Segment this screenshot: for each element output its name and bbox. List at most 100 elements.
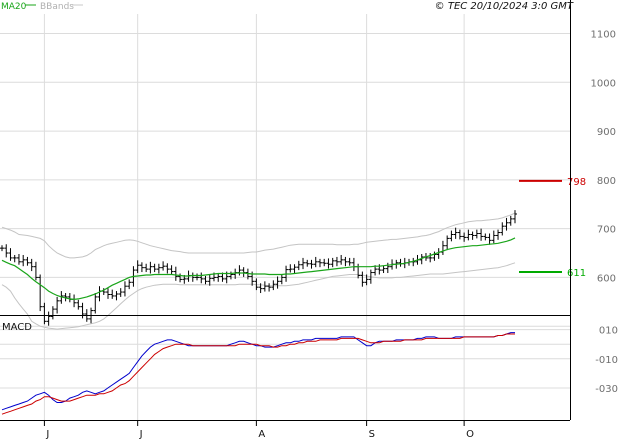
- ohlc-bar: [12, 254, 17, 263]
- ohlc-bar: [275, 276, 280, 289]
- month-label: O: [466, 429, 474, 440]
- price-tick-label: 700: [597, 225, 616, 236]
- ohlc-bar: [228, 271, 233, 280]
- ohlc-bar: [449, 230, 454, 242]
- ohlc-bar: [16, 254, 21, 265]
- ohlc-bar: [50, 306, 55, 320]
- ohlc-bar: [216, 273, 221, 282]
- ohlc-bar: [508, 215, 513, 226]
- ohlc-bar: [343, 256, 348, 267]
- ohlc-bar: [445, 235, 450, 251]
- ohlc-bar: [339, 254, 344, 265]
- ohlc-bar: [237, 265, 242, 276]
- ohlc-bar: [496, 229, 501, 240]
- ohlc-bar: [271, 280, 276, 291]
- ohlc-bar: [513, 210, 517, 224]
- ohlc-bar: [466, 229, 471, 241]
- ohlc-bar: [139, 262, 144, 273]
- ohlc-bar: [110, 289, 115, 299]
- ohlc-bar: [491, 230, 496, 244]
- ohlc-bar: [279, 274, 284, 285]
- ohlc-bar: [148, 261, 153, 274]
- ohlc-bar: [152, 263, 157, 273]
- grid-layer: [0, 14, 570, 420]
- ohlc-bar: [199, 272, 204, 284]
- ohlc-bar: [105, 288, 110, 299]
- level-label-611: 611: [567, 268, 586, 279]
- ohlc-bar: [254, 278, 259, 291]
- ohlc-bar: [25, 256, 30, 266]
- ohlc-bar: [42, 302, 47, 325]
- month-label: J: [139, 429, 143, 440]
- ohlc-bar: [360, 271, 365, 287]
- ohlc-bar: [203, 275, 208, 285]
- ohlc-bar: [487, 233, 492, 245]
- ohlc-bar: [262, 281, 267, 292]
- ohlc-bar: [169, 265, 174, 275]
- ohlc-bar: [38, 274, 43, 312]
- ohlc-bar: [67, 293, 72, 303]
- ohlc-bar: [474, 229, 479, 239]
- ohlc-bar: [156, 263, 161, 274]
- ma20-line: [1, 237, 516, 301]
- ohlc-bar: [313, 256, 318, 268]
- price-tick-label: 800: [597, 176, 616, 187]
- ohlc-bar: [8, 248, 13, 261]
- ohlc-bar: [241, 267, 246, 277]
- macd-tick-label: -030: [595, 384, 618, 395]
- ohlc-bar: [309, 259, 314, 269]
- ohlc-bar: [457, 229, 462, 240]
- ohlc-bar: [368, 269, 373, 284]
- ohlc-bar: [330, 257, 335, 268]
- ohlc-bar: [301, 257, 306, 270]
- ohlc-bar: [80, 302, 85, 319]
- ohlc-bar: [114, 291, 119, 301]
- macd-tick-label: -010: [595, 355, 618, 366]
- macd-title: MACD: [2, 322, 32, 333]
- level-label-798: 798: [567, 177, 586, 188]
- price-tick-label: 900: [597, 127, 616, 138]
- ohlc-bar: [322, 258, 327, 267]
- ohlc-bar: [462, 232, 467, 242]
- price-levels: 798 611: [519, 177, 586, 279]
- ohlc-bar: [428, 253, 433, 263]
- ohlc-bar: [4, 244, 9, 258]
- ohlc-bar: [334, 256, 339, 267]
- macd-lines: [1, 332, 515, 415]
- price-tick-label: 1000: [591, 78, 616, 89]
- ohlc-bar: [351, 257, 356, 272]
- ohlc-bar: [93, 293, 98, 314]
- month-label: A: [258, 429, 265, 440]
- ohlc-bar: [305, 259, 310, 267]
- ohlc-bar: [195, 273, 200, 281]
- ohlc-bar: [161, 261, 166, 271]
- ohlc-bar: [72, 294, 77, 308]
- bb-upper-line: [1, 212, 516, 259]
- ohlc-bar: [453, 227, 458, 239]
- ohlc-bar: [173, 266, 178, 281]
- ohlc-bar: [165, 263, 170, 274]
- ohlc-bar: [440, 240, 445, 255]
- ohlc-bar: [207, 274, 212, 286]
- ohlc-bar: [500, 222, 505, 236]
- macd-tick-label: 010: [599, 326, 618, 337]
- macd-signal-line: [1, 333, 515, 415]
- ohlc-bar: [356, 263, 361, 279]
- ohlc-bar: [0, 245, 4, 252]
- ohlc-bar: [118, 288, 123, 297]
- ohlc-bar: [419, 254, 424, 265]
- ohlc-bar: [373, 265, 378, 276]
- ohlc-bar: [76, 299, 81, 310]
- ohlc-bar: [364, 274, 369, 286]
- month-label: J: [45, 429, 49, 440]
- bb-lower-line: [1, 262, 516, 330]
- ohlc-bar: [292, 264, 297, 274]
- bollinger-bands: [1, 212, 516, 330]
- ohlc-bar: [135, 260, 140, 274]
- price-tick-label: 600: [597, 273, 616, 284]
- legend-bbands: BBands: [40, 2, 74, 12]
- ohlc-bar: [267, 283, 272, 292]
- macd-line: [1, 332, 515, 411]
